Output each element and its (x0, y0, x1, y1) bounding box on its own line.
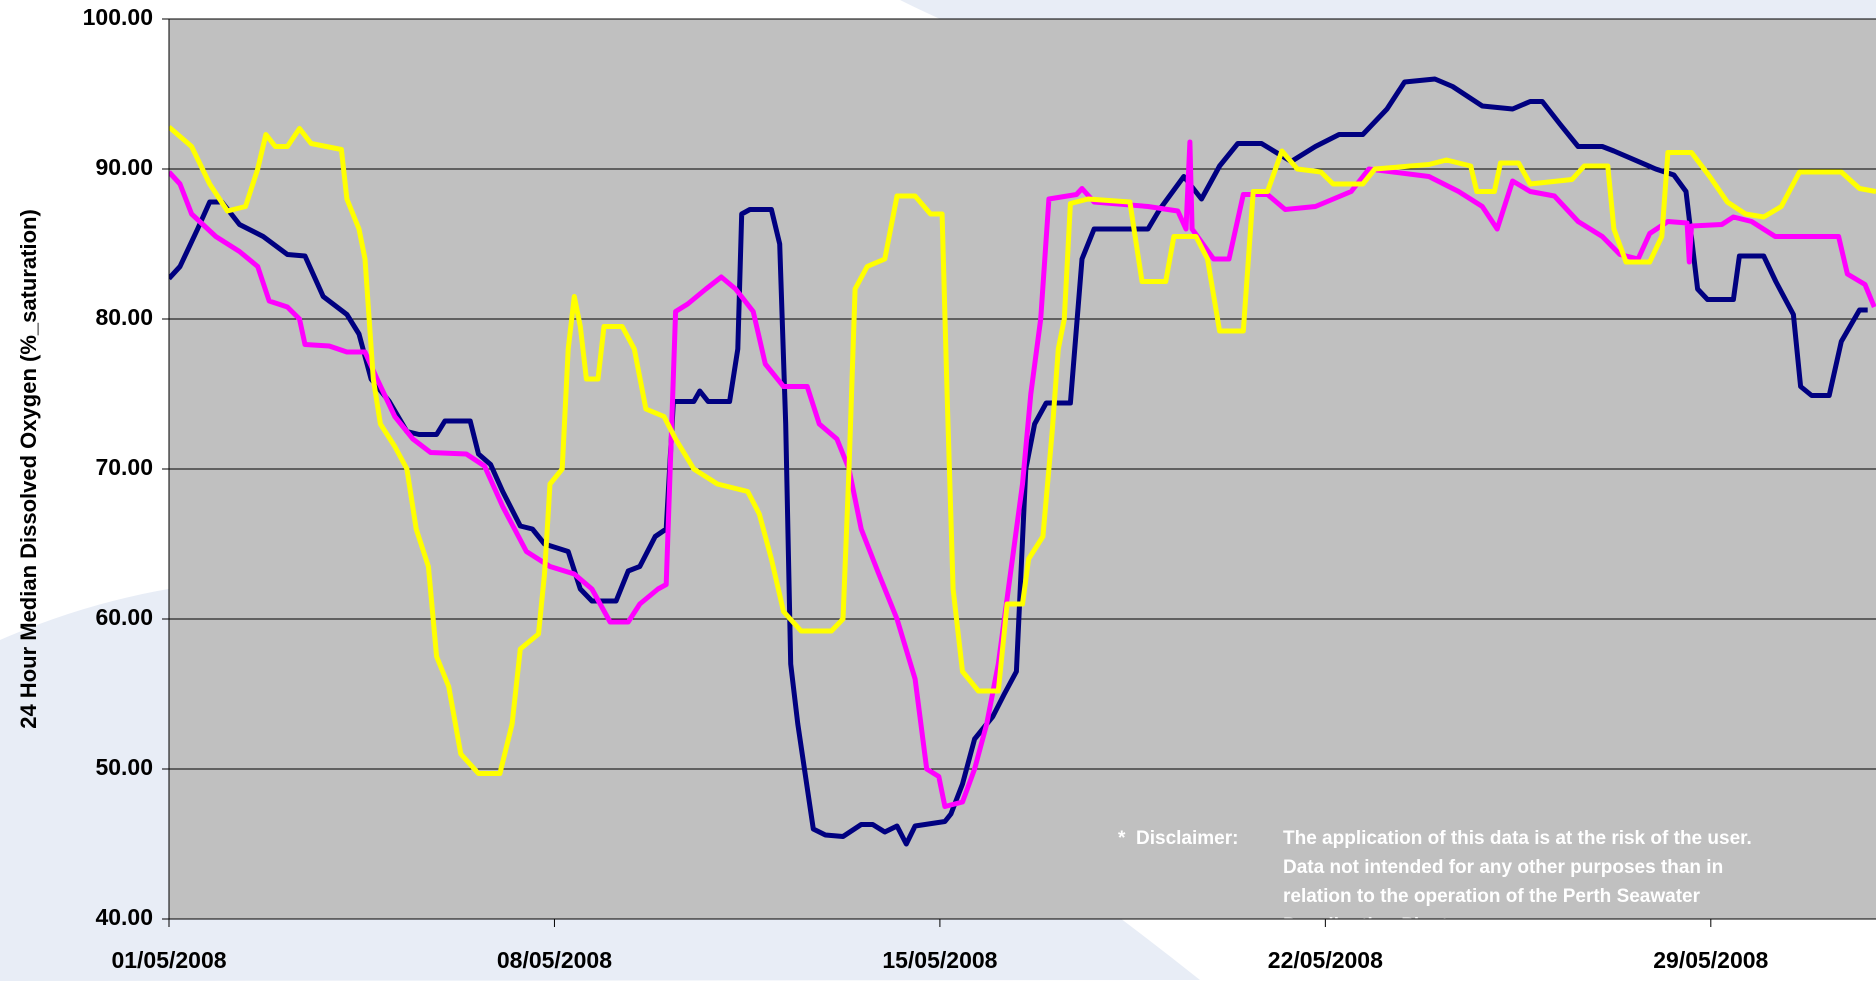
grid (169, 18, 1876, 920)
x-tick-label: 08/05/2008 (497, 947, 612, 973)
disclaimer-line: The application of this data is at the r… (1283, 828, 1752, 849)
disclaimer-marker: * (1118, 828, 1126, 849)
y-tick-label: 100.00 (83, 4, 153, 30)
y-tick-label: 90.00 (95, 154, 153, 180)
disclaimer-line: Desalination Plant. (1283, 915, 1453, 936)
x-tick-label: 01/05/2008 (111, 947, 226, 973)
y-axis-label: 24 Hour Median Dissolved Oxygen (%_satur… (16, 209, 41, 729)
y-tick-label: 40.00 (95, 904, 153, 930)
axes: 40.00 50.00 60.00 70.00 80.00 90.00 100.00 01/0… (83, 4, 1876, 973)
disclaimer-line: relation to the operation of the Perth S… (1283, 886, 1701, 907)
x-tick-label: 15/05/2008 (882, 947, 997, 973)
series-line (169, 76, 1868, 847)
series-line (169, 125, 1876, 776)
y-tick-label: 50.00 (95, 754, 153, 780)
x-tick-label: 22/05/2008 (1268, 947, 1383, 973)
y-tick-label: 60.00 (95, 604, 153, 630)
disclaimer: * Disclaimer: The application of this data… (1118, 828, 1752, 936)
disclaimer-heading: Disclaimer: (1136, 828, 1238, 849)
series-line (169, 139, 1876, 809)
x-tick-label: 29/05/2008 (1653, 947, 1768, 973)
disclaimer-line: Data not intended for any other purposes… (1283, 857, 1723, 878)
series-lines (169, 76, 1876, 847)
y-tick-label: 70.00 (95, 454, 153, 480)
y-tick-label: 80.00 (95, 304, 153, 330)
